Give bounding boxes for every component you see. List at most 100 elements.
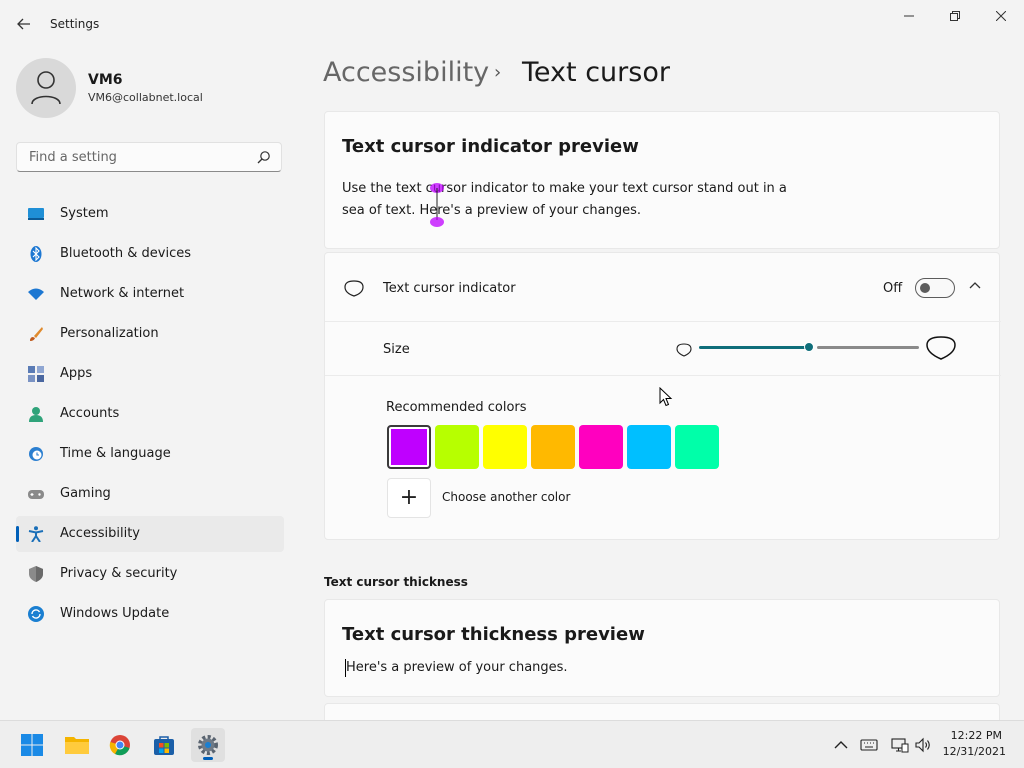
indicator-toggle[interactable] — [915, 278, 955, 298]
sidebar-item-gaming[interactable]: Gaming — [16, 476, 284, 512]
sidebar-item-label: System — [60, 206, 109, 221]
thickness-preview-title: Text cursor thickness preview — [342, 624, 645, 645]
minimize-button[interactable] — [886, 6, 932, 26]
person-icon — [29, 407, 43, 422]
taskbar-file-explorer[interactable] — [59, 728, 93, 762]
store-icon — [154, 736, 174, 755]
taskbar-settings[interactable] — [191, 728, 225, 762]
search-icon[interactable] — [257, 150, 271, 164]
sidebar-item-accessibility[interactable]: Accessibility — [16, 516, 284, 552]
divider — [325, 321, 1001, 322]
chrome-icon — [109, 735, 130, 756]
search-input[interactable] — [27, 149, 251, 166]
text-cursor-caret — [345, 659, 346, 677]
sidebar-item-label: Network & internet — [60, 286, 185, 301]
section-heading: Text cursor thickness — [324, 575, 468, 589]
person-icon — [31, 71, 61, 105]
sidebar-item-label: Personalization — [60, 326, 159, 341]
shield-icon — [29, 566, 43, 582]
active-app-indicator — [203, 757, 213, 760]
clock-date[interactable]: 12/31/2021 — [942, 745, 1006, 758]
globe-clock-icon — [29, 447, 43, 461]
breadcrumb-separator: › — [494, 62, 502, 83]
cursor-size-large-icon — [926, 336, 956, 360]
sidebar-item-label: Time & language — [60, 446, 171, 461]
recommended-colors-label: Recommended colors — [386, 400, 527, 415]
network-icon[interactable] — [891, 736, 909, 754]
monitor-icon — [28, 208, 44, 220]
cursor-size-small-icon — [676, 343, 692, 357]
apps-icon — [28, 366, 44, 382]
close-button[interactable] — [978, 6, 1024, 26]
sidebar-item-privacy[interactable]: Privacy & security — [16, 556, 284, 592]
selection-indicator — [16, 526, 19, 542]
slider-thumb[interactable] — [804, 342, 814, 352]
clock-time[interactable]: 12:22 PM — [950, 729, 1002, 742]
add-color-label[interactable]: Choose another color — [442, 490, 571, 504]
settings-icon — [198, 735, 218, 755]
sidebar-item-personalization[interactable]: Personalization — [16, 316, 284, 352]
color-swatch[interactable] — [579, 425, 623, 469]
sidebar-item-network[interactable]: Network & internet — [16, 276, 284, 312]
size-slider[interactable] — [699, 337, 921, 357]
taskbar-store[interactable] — [147, 728, 181, 762]
add-color-button[interactable]: + — [387, 478, 431, 518]
back-button[interactable] — [14, 14, 34, 34]
thickness-preview-description: Here's a preview of your changes. — [346, 660, 568, 675]
preview-description: Use the text cursor indicator to make yo… — [342, 181, 787, 218]
sidebar-item-label: Apps — [60, 366, 93, 381]
search-box[interactable] — [16, 142, 282, 172]
volume-icon[interactable] — [914, 736, 932, 754]
sidebar-item-label: Bluetooth & devices — [60, 246, 191, 261]
breadcrumb-parent[interactable]: Accessibility — [323, 57, 490, 88]
close-icon — [995, 10, 1007, 22]
size-label: Size — [383, 342, 410, 357]
color-swatch[interactable] — [387, 425, 431, 469]
sidebar-item-bluetooth[interactable]: Bluetooth & devices — [16, 236, 284, 272]
restore-button[interactable] — [932, 6, 978, 26]
toggle-knob — [920, 283, 930, 293]
chevron-up-icon[interactable] — [967, 275, 983, 295]
arrow-left-icon — [17, 18, 30, 30]
accessibility-icon — [28, 526, 44, 542]
sidebar-item-time-language[interactable]: Time & language — [16, 436, 284, 472]
taskbar-chrome[interactable] — [103, 728, 137, 762]
sidebar-item-accounts[interactable]: Accounts — [16, 396, 284, 432]
thickness-preview-card: Text cursor thickness preview Here's a p… — [324, 599, 1000, 697]
bluetooth-icon — [30, 246, 42, 262]
start-button[interactable] — [15, 728, 49, 762]
color-swatch[interactable] — [483, 425, 527, 469]
indicator-label: Text cursor indicator — [383, 281, 516, 296]
wifi-icon — [28, 288, 44, 300]
update-icon — [28, 606, 44, 622]
sidebar-item-label: Windows Update — [60, 606, 170, 621]
mouse-pointer-icon — [659, 387, 673, 407]
sidebar-item-label: Accounts — [60, 406, 120, 421]
avatar[interactable] — [16, 58, 76, 118]
chevron-up-icon[interactable] — [832, 736, 850, 754]
slider-track-filled — [699, 346, 807, 349]
color-swatch[interactable] — [435, 425, 479, 469]
restore-icon — [950, 11, 960, 21]
keyboard-icon[interactable] — [860, 736, 878, 754]
indicator-settings-card: Text cursor indicator Off Size Recommend… — [324, 252, 1001, 540]
taskbar: 12:22 PM 12/31/2021 — [0, 720, 1024, 768]
gamepad-icon — [28, 490, 44, 499]
title-bar: Settings — [0, 0, 1024, 48]
sidebar-item-label: Accessibility — [60, 526, 140, 541]
sidebar-item-apps[interactable]: Apps — [16, 356, 284, 392]
color-swatch[interactable] — [531, 425, 575, 469]
text-cursor-indicator-visual — [430, 183, 444, 227]
toggle-state-text: Off — [883, 281, 903, 296]
slider-track-empty — [817, 346, 919, 349]
minimize-icon — [904, 15, 914, 17]
color-swatch[interactable] — [675, 425, 719, 469]
start-icon — [21, 734, 43, 756]
cursor-indicator-icon — [344, 280, 364, 297]
page-title: Text cursor — [522, 57, 670, 88]
file-explorer-icon — [65, 737, 89, 754]
sidebar-item-windows-update[interactable]: Windows Update — [16, 596, 284, 632]
color-swatch[interactable] — [627, 425, 671, 469]
sidebar-item-system[interactable]: System — [16, 196, 284, 232]
sidebar-item-label: Gaming — [60, 486, 111, 501]
